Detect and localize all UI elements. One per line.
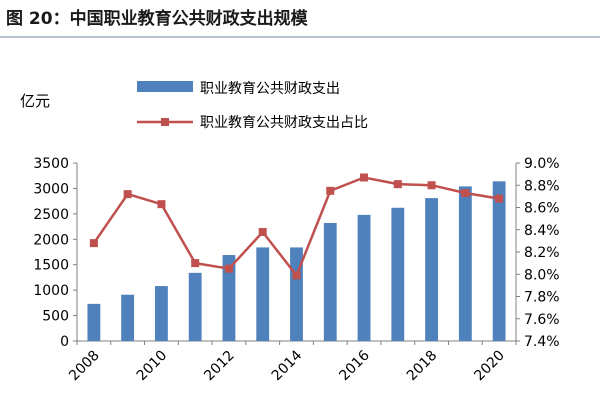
x-tick-label: 2014 (269, 347, 306, 384)
legend-line-marker (161, 118, 169, 126)
bar (425, 198, 438, 341)
figure-title: 图 20：中国职业教育公共财政支出规模 (6, 9, 308, 29)
line-point (157, 200, 166, 209)
y-right-tick-label: 8.8% (524, 178, 560, 194)
y-right-tick-label: 9.0% (524, 156, 560, 172)
y-right-tick-label: 8.0% (524, 267, 560, 283)
y-left-tick-label: 0 (60, 334, 69, 350)
plot-area: 0 500 1000 1500 2000 2500 3000 3500 7.4% 7.6% 7.8%… (33, 156, 559, 384)
line-point (326, 186, 335, 195)
bar (155, 286, 168, 341)
y-left-tick-label: 1500 (33, 258, 69, 274)
bar (256, 247, 270, 341)
bar (391, 207, 405, 341)
y-right-tick-label: 7.4% (524, 334, 560, 350)
y-left-tick-label: 2500 (33, 207, 69, 223)
line-point (427, 181, 436, 190)
line-point (258, 227, 267, 236)
y-left-tick-label: 1000 (33, 283, 69, 299)
x-tick-label: 2018 (404, 348, 441, 385)
line-point (393, 180, 402, 189)
bar (458, 186, 472, 341)
bar (222, 255, 236, 341)
bar (492, 181, 506, 341)
line-point (89, 239, 98, 248)
line-point (123, 190, 132, 199)
bar (87, 303, 101, 341)
y-left-tick-label: 3000 (33, 181, 69, 197)
y-left-tick-label: 3500 (33, 156, 69, 172)
line-point (495, 194, 504, 203)
line-point (360, 173, 369, 182)
bar (121, 294, 135, 341)
bar (357, 214, 371, 341)
line-point (191, 259, 200, 268)
y-right-tick-label: 7.6% (524, 312, 560, 328)
legend-line-label: 职业教育公共财政支出占比 (200, 115, 368, 131)
x-tick-label: 2016 (336, 347, 373, 384)
x-tick-label: 2020 (471, 348, 508, 385)
y-axis-unit-label: 亿元 (20, 92, 50, 110)
title-divider (0, 36, 600, 38)
y-right-tick-label: 8.6% (524, 201, 560, 217)
y-right-tick-label: 8.4% (524, 223, 560, 239)
chart-legend: 职业教育公共财政支出 职业教育公共财政支出占比 (137, 81, 368, 131)
line-point (461, 189, 470, 198)
bar (188, 272, 202, 341)
x-tick-label: 2012 (201, 348, 238, 385)
x-tick-label: 2008 (66, 348, 103, 385)
line-point (292, 271, 301, 280)
y-right-tick-label: 8.2% (524, 245, 560, 261)
legend-bar-label: 职业教育公共财政支出 (200, 81, 340, 97)
x-tick-label: 2010 (134, 348, 171, 385)
bar (323, 223, 337, 341)
y-left-tick-label: 500 (42, 309, 69, 325)
y-left-tick-label: 2000 (33, 232, 69, 248)
y-right-tick-label: 7.8% (524, 290, 560, 306)
legend-bar-swatch (137, 81, 193, 92)
line-point (224, 264, 233, 273)
